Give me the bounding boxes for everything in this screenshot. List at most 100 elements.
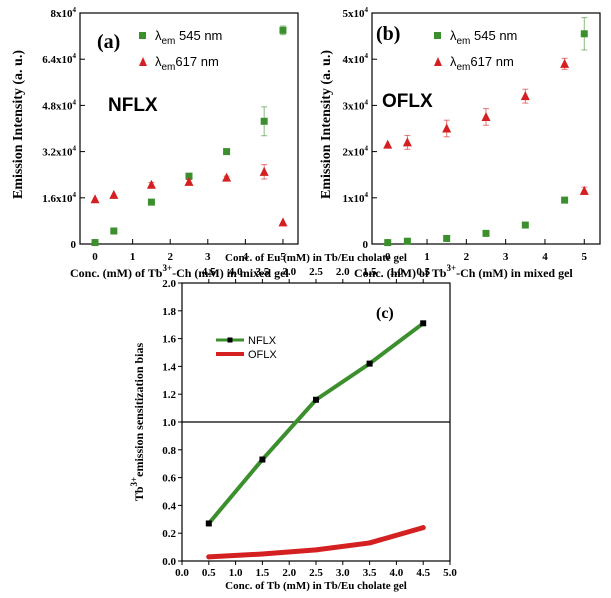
data-point <box>367 540 373 546</box>
y-tick-mantissa: 2x10 <box>343 147 366 159</box>
x-axis-label-prefix: Conc. (mM) of Tb <box>354 266 447 280</box>
legend-wavelength: 545 nm <box>175 28 222 43</box>
y-tick-label: 1.0 <box>162 417 176 429</box>
legend-label: OFLX <box>248 349 277 361</box>
data-point <box>259 551 265 557</box>
legend-wavelength: 617 nm <box>470 54 513 69</box>
data-point-triangle <box>278 217 288 227</box>
legend-entry: λem 545 nm <box>155 28 222 47</box>
y-tick-exponent: 4 <box>365 6 369 14</box>
y-tick-label: 2.0 <box>162 278 176 290</box>
panel-label: (a) <box>97 31 120 53</box>
x-tick-label: 0 <box>385 251 391 263</box>
x-tick-label: 1 <box>424 251 430 263</box>
x-tick-label: 4 <box>243 251 249 263</box>
y-tick-label: 0.0 <box>162 556 176 568</box>
data-point-square <box>223 148 231 156</box>
x-tick-label: 2 <box>167 251 173 263</box>
legend-triangle-marker <box>434 57 442 66</box>
x-tick-label: 0.0 <box>175 567 189 579</box>
x-tick-label: 5 <box>280 251 286 263</box>
x-tick-label: 4 <box>542 251 548 263</box>
y-tick-label: 1.2 <box>162 389 176 401</box>
data-point-square <box>384 239 392 247</box>
data-point-square <box>580 30 588 38</box>
y-tick-label: 0 <box>363 239 369 251</box>
x-tick-label: 2.5 <box>309 567 323 579</box>
data-point-square <box>260 117 268 125</box>
y-tick-label: 0 <box>71 239 77 251</box>
x-axis-label: Conc. of Tb (mM) in Tb/Eu cholate gel <box>225 580 407 592</box>
data-point-square <box>443 234 451 242</box>
y-tick-exponent: 4 <box>73 6 77 14</box>
y-tick-label: 1.4 <box>162 361 176 373</box>
legend-entry: λem617 nm <box>155 54 219 73</box>
y-tick-label: 8x104 <box>51 6 77 20</box>
data-point <box>420 320 427 327</box>
data-point-square <box>561 196 569 204</box>
x-tick-label: 3.0 <box>336 567 350 579</box>
y-tick-mantissa: 1x10 <box>343 193 366 205</box>
data-point-triangle <box>560 58 570 68</box>
top-x-tick-label: 2.5 <box>309 266 323 278</box>
data-point-square <box>403 237 411 245</box>
x-axis-label-suffix: -Ch (mM) in mixed gel <box>172 266 289 280</box>
y-tick-label: 0.8 <box>162 445 176 457</box>
data-point <box>206 554 212 560</box>
data-point-square <box>110 227 118 235</box>
x-tick-label: 5.0 <box>443 567 457 579</box>
data-point <box>205 520 212 527</box>
legend-lambda: λ <box>155 28 162 43</box>
y-tick-exponent: 4 <box>365 191 369 199</box>
panel-annotation: OFLX <box>382 91 433 112</box>
y-tick-exponent: 4 <box>365 98 369 106</box>
panel-annotation: NFLX <box>108 95 158 116</box>
y-tick-mantissa: 6.4x10 <box>42 54 73 66</box>
y-tick-mantissa: 4x10 <box>343 54 366 66</box>
x-axis-label-prefix: Conc. (mM) of Tb <box>70 266 163 280</box>
data-point <box>313 396 319 403</box>
legend-subscript: em <box>457 36 471 47</box>
data-point-square <box>482 229 490 237</box>
top-x-tick-label: 4.0 <box>229 266 243 278</box>
y-tick-label: 1x104 <box>343 191 369 205</box>
y-axis-label-suffix: emission sensitization bias <box>132 342 146 476</box>
data-point-triangle <box>146 179 156 189</box>
y-axis-label-superscript: 3+ <box>129 477 139 487</box>
top-x-tick-label: 1.5 <box>363 266 377 278</box>
y-tick-label: 3x104 <box>343 98 369 112</box>
plot-frame <box>371 12 601 245</box>
data-point-triangle <box>383 139 393 149</box>
y-axis-label: Tb3+emission sensitization bias <box>129 342 146 501</box>
top-x-tick-label: 1.0 <box>390 266 404 278</box>
data-point-triangle <box>481 111 491 121</box>
legend-subscript: em <box>162 36 176 47</box>
legend-entry: λem617 nm <box>450 54 514 73</box>
legend-subscript: em <box>457 62 471 73</box>
data-point-square <box>279 26 287 34</box>
y-tick-mantissa: 0 <box>363 239 369 251</box>
series-line <box>206 525 426 560</box>
y-tick-exponent: 4 <box>73 191 77 199</box>
x-tick-label: 0.5 <box>202 567 216 579</box>
data-point-triangle <box>90 194 100 204</box>
y-axis-label-prefix: Tb <box>132 486 146 501</box>
y-tick-exponent: 4 <box>73 52 77 60</box>
y-tick-mantissa: 3.2x10 <box>42 147 73 159</box>
data-point <box>259 456 266 463</box>
legend-square-marker <box>434 32 441 39</box>
y-tick-label: 1.8 <box>162 306 176 318</box>
y-tick-exponent: 4 <box>365 145 369 153</box>
y-tick-mantissa: 8x10 <box>51 8 74 20</box>
x-tick-label: 0 <box>92 251 98 263</box>
data-point <box>313 547 319 553</box>
y-tick-mantissa: 0 <box>71 239 77 251</box>
x-axis-label: Conc. (mM) of Tb3+-Ch (mM) in mixed gel <box>70 263 289 280</box>
x-tick-label: 1.0 <box>229 567 243 579</box>
legend-wavelength: 545 nm <box>470 28 517 43</box>
data-point-triangle <box>259 166 269 176</box>
y-tick-mantissa: 1.6x10 <box>42 193 73 205</box>
legend-wavelength: 617 nm <box>175 54 218 69</box>
top-x-tick-label: 3.5 <box>256 266 270 278</box>
data-point-triangle <box>579 185 589 195</box>
